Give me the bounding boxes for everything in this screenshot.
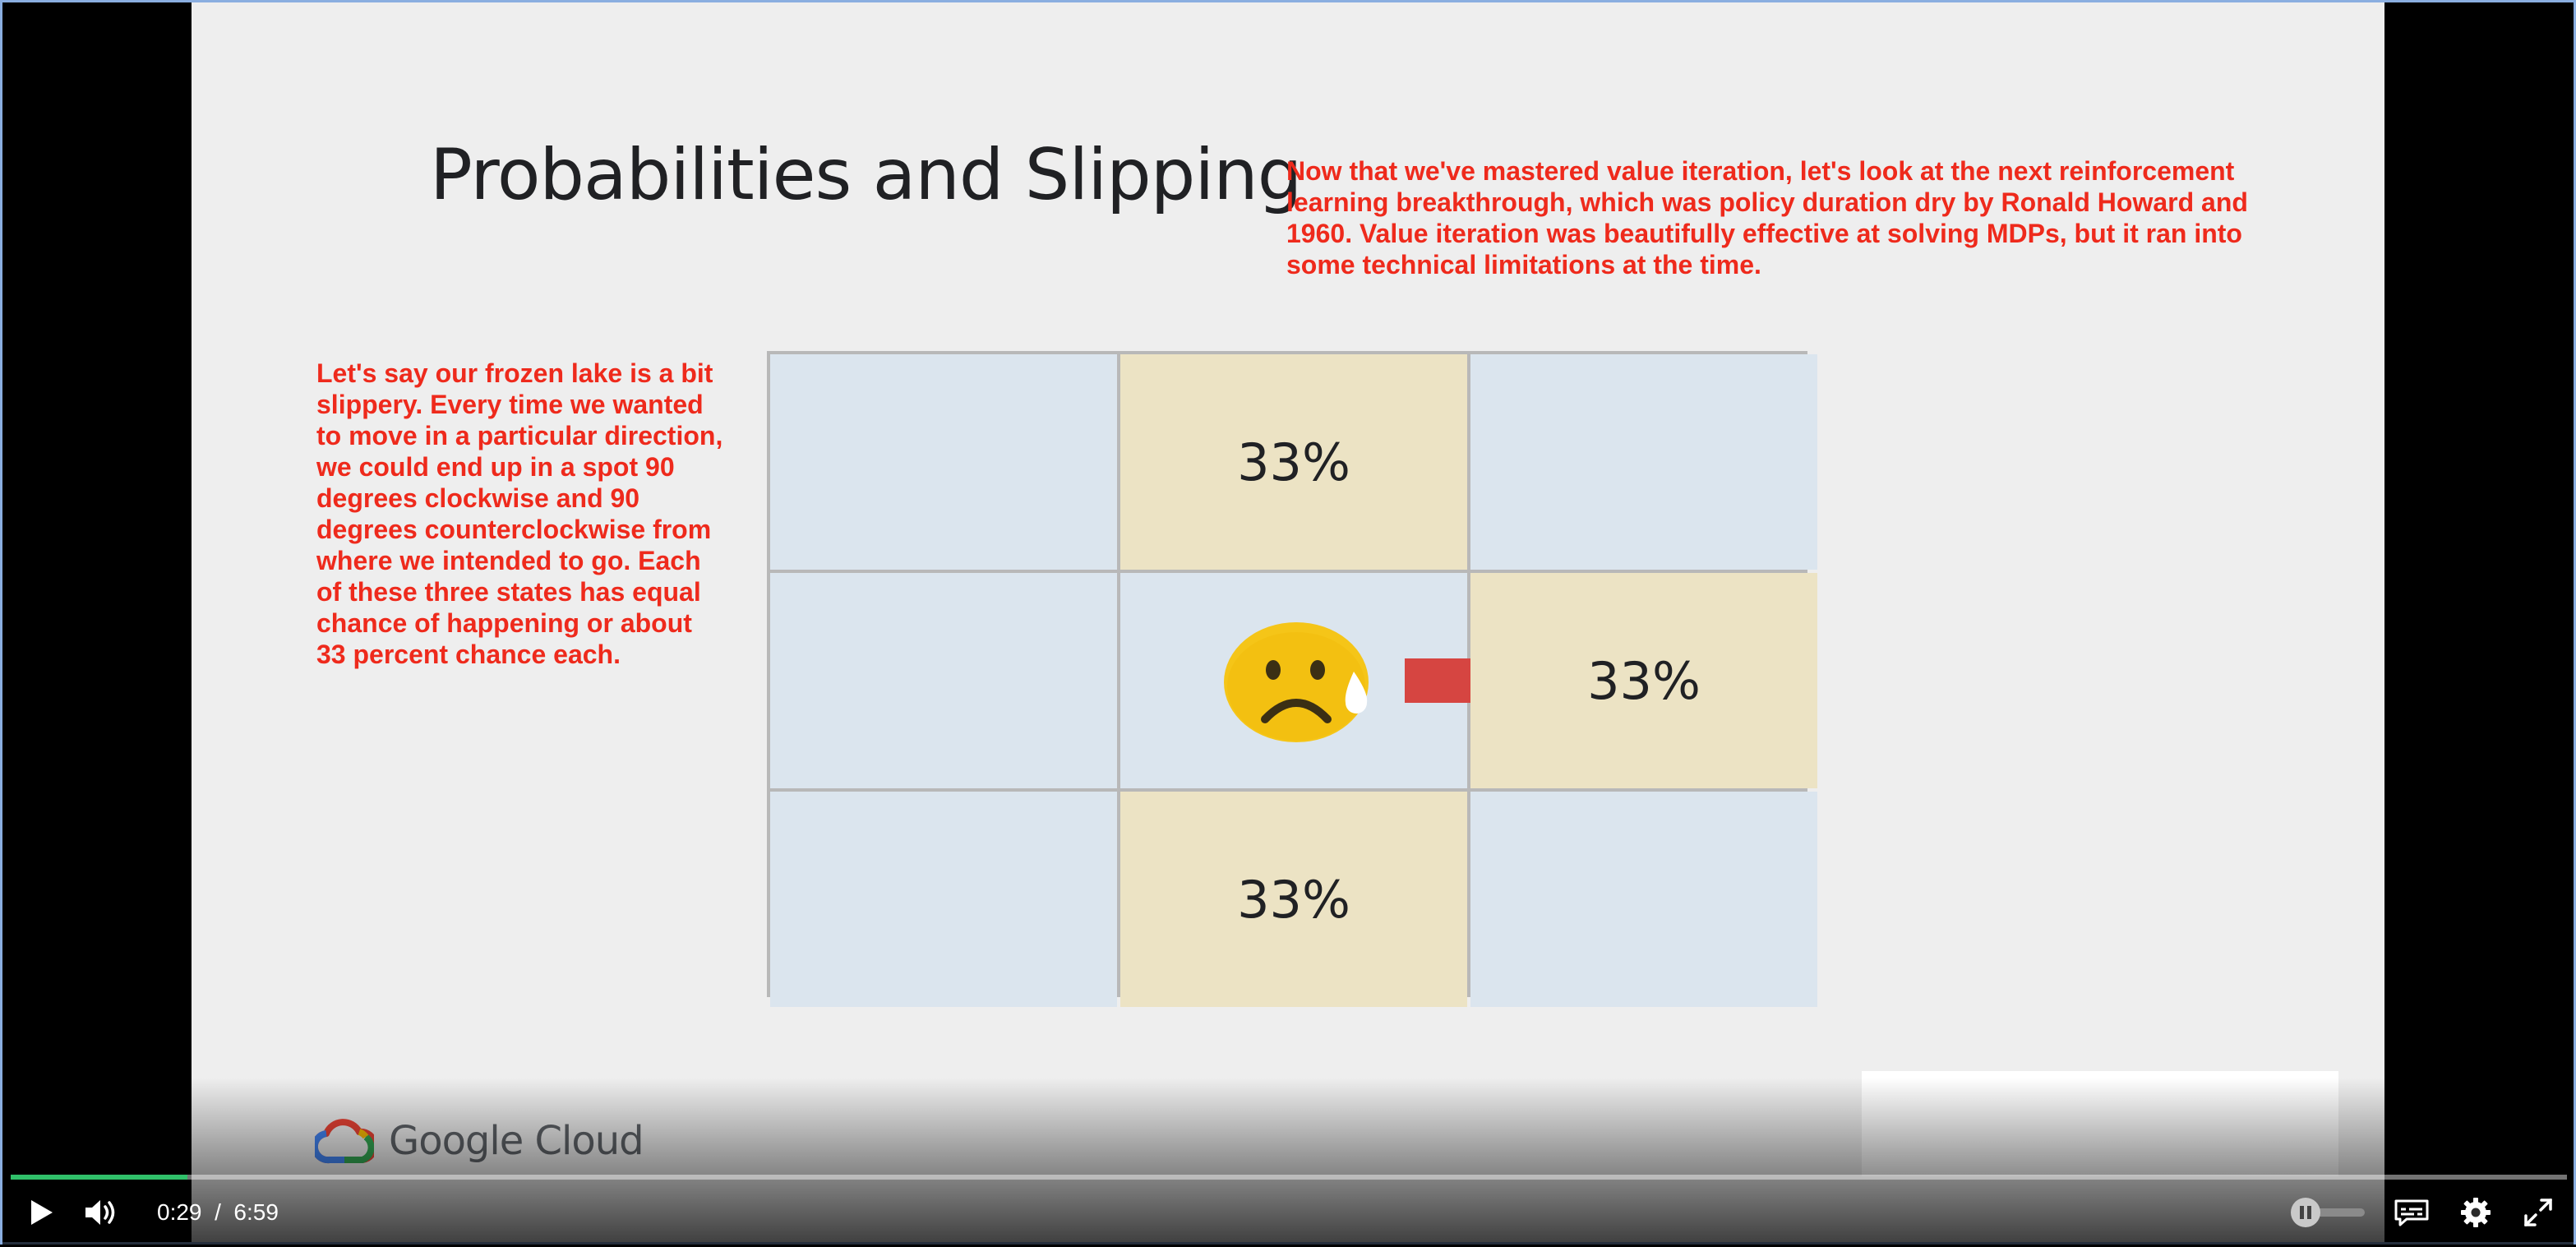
closed-captions-icon	[2394, 1199, 2429, 1226]
grid-cell	[770, 792, 1117, 1007]
fullscreen-icon	[2524, 1199, 2552, 1226]
video-frame[interactable]: Probabilities and Slipping Now that we'v…	[192, 2, 2384, 1242]
grid-cell-center	[1120, 573, 1536, 788]
grid-cell-top-center: 33%	[1120, 354, 1467, 570]
play-button[interactable]	[22, 1183, 62, 1242]
volume-button[interactable]	[78, 1183, 124, 1242]
google-cloud-logo: Google Cloud	[315, 1117, 644, 1165]
speed-toggle[interactable]	[2287, 1183, 2366, 1242]
grid-cell-bottom-center: 33%	[1120, 792, 1467, 1007]
caption-top: Now that we've mastered value iteration,…	[1286, 156, 2248, 279]
probability-label: 33%	[1237, 432, 1350, 492]
overlay-box	[1862, 1071, 2338, 1176]
probability-label: 33%	[1587, 650, 1701, 711]
grid-cell	[770, 573, 1117, 788]
grid-cell	[1470, 354, 1817, 570]
grid-cell	[1470, 792, 1817, 1007]
cloud-icon	[315, 1119, 374, 1164]
time-display: 0:29 / 6:59	[157, 1183, 279, 1242]
play-icon	[31, 1200, 53, 1225]
duration: 6:59	[233, 1199, 279, 1225]
probability-label: 33%	[1237, 869, 1350, 930]
settings-button[interactable]	[2457, 1183, 2495, 1242]
lake-grid: 33% 33%	[767, 351, 1817, 1007]
captions-button[interactable]	[2391, 1183, 2432, 1242]
progress-fill	[11, 1175, 187, 1180]
progress-bar[interactable]	[11, 1175, 2567, 1180]
player-controls: 0:29 / 6:59	[2, 1183, 2576, 1242]
current-time: 0:29	[157, 1199, 202, 1225]
speed-toggle-icon	[2291, 1198, 2365, 1227]
fullscreen-button[interactable]	[2519, 1183, 2557, 1242]
gear-icon	[2461, 1198, 2491, 1227]
grid-cell	[770, 354, 1117, 570]
time-separator: /	[215, 1199, 221, 1225]
logo-text: Google Cloud	[389, 1118, 644, 1164]
volume-icon	[85, 1200, 115, 1225]
caption-left: Let's say our frozen lake is a bit slipp…	[316, 358, 723, 669]
sad-face-icon	[1224, 622, 1369, 742]
grid-cell-mid-right: 33%	[1470, 573, 1817, 788]
slide-title: Probabilities and Slipping	[430, 134, 1302, 216]
